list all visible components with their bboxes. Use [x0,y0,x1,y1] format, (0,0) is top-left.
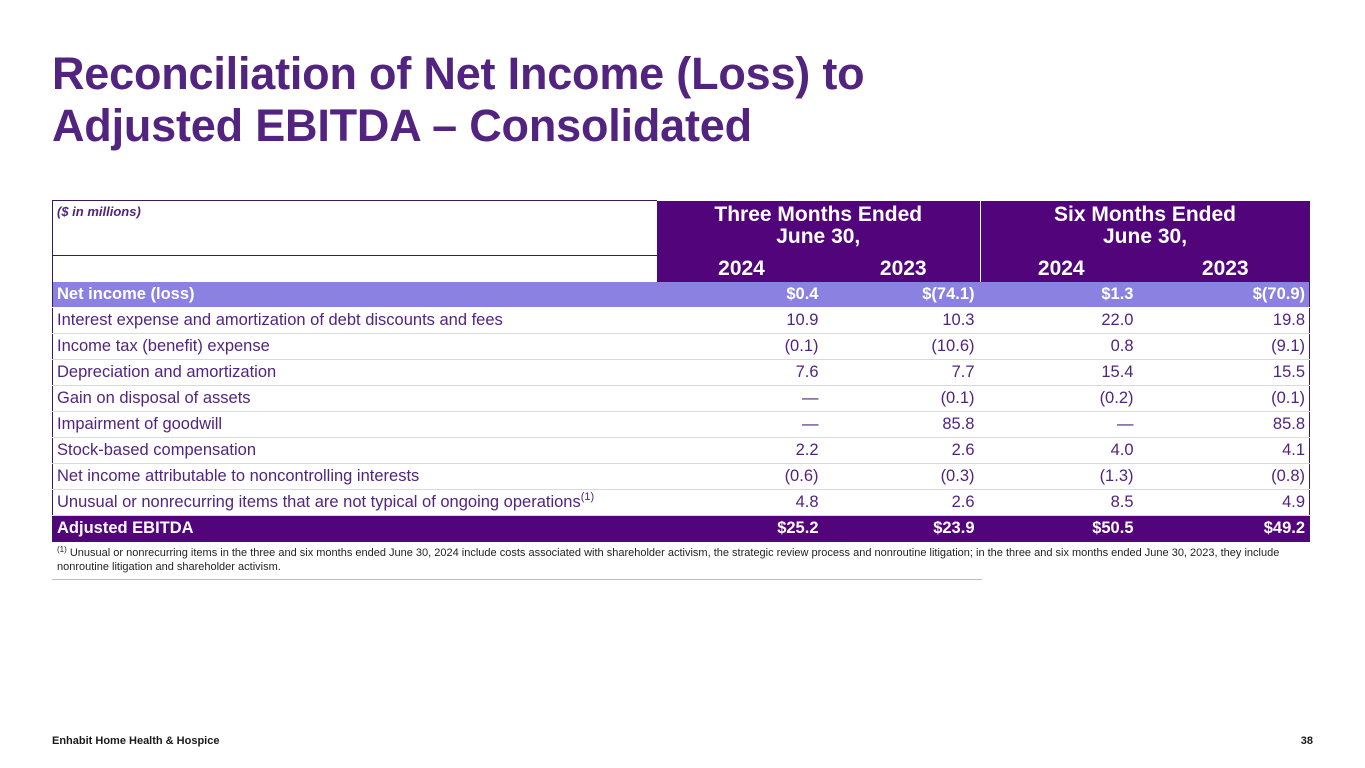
page-number: 38 [1300,735,1313,747]
footnote-text: Unusual or nonrecurring items in the thr… [57,547,1280,573]
row-value: (1.3) [980,463,1142,490]
row-value: 19.8 [1141,307,1311,334]
row-value: 4.9 [1141,489,1311,516]
row-value: (0.1) [1141,385,1311,412]
footnote-marker: (1) [57,545,67,554]
year-header: 2024 [656,255,827,282]
row-value: (9.1) [1141,333,1311,360]
row-value: — [656,385,827,412]
row-value: (0.1) [656,333,827,360]
row-label: Income tax (benefit) expense [52,333,657,360]
row-value: (0.3) [826,463,981,490]
header-three-months-line-1: Three Months Ended [714,202,923,226]
table-row: Income tax (benefit) expense (0.1) (10.6… [52,333,1311,360]
row-value: $50.5 [980,515,1142,542]
row-value: (0.2) [980,385,1142,412]
header-six-months-line-2: June 30, [1102,224,1188,248]
footnote: (1) Unusual or nonrecurring items in the… [57,546,1302,574]
row-value: 2.6 [826,437,981,464]
row-label: Gain on disposal of assets [52,385,657,412]
footnote-divider [52,579,982,580]
row-value: 15.5 [1141,359,1311,386]
row-value: 85.8 [826,411,981,438]
units-label: ($ in millions) [52,200,657,256]
footer-company: Enhabit Home Health & Hospice [52,735,220,747]
row-value: $23.9 [826,515,981,542]
row-value: (0.6) [656,463,827,490]
row-value: 10.3 [826,307,981,334]
page-title-line-1: Reconciliation of Net Income (Loss) to [52,48,865,99]
footnote-ref: (1) [580,490,595,503]
row-value: $1.3 [980,281,1142,308]
row-value: 2.6 [826,489,981,516]
reconciliation-table: ($ in millions) Three Months Ended June … [52,200,1311,542]
row-value: $(70.9) [1141,281,1311,308]
row-value: 8.5 [980,489,1142,516]
header-six-months: Six Months Ended June 30, [980,200,1311,256]
row-label: Depreciation and amortization [52,359,657,386]
page-title-line-2: Adjusted EBITDA – Consolidated [52,100,752,151]
table-row: Stock-based compensation 2.2 2.6 4.0 4.1 [52,437,1311,464]
row-value: $(74.1) [826,281,981,308]
year-header: 2023 [826,255,981,282]
table-row: Net income attributable to noncontrollin… [52,463,1311,490]
row-label: Stock-based compensation [52,437,657,464]
row-value: 7.6 [656,359,827,386]
header-spacer [52,255,657,282]
row-value: — [656,411,827,438]
row-value: — [980,411,1142,438]
year-header: 2023 [1141,255,1311,282]
table-row: Gain on disposal of assets — (0.1) (0.2)… [52,385,1311,412]
page-title: Reconciliation of Net Income (Loss) to A… [52,48,865,152]
header-three-months-line-2: June 30, [776,224,861,248]
row-value: 85.8 [1141,411,1311,438]
header-three-months: Three Months Ended June 30, [656,200,981,256]
row-value: 0.8 [980,333,1142,360]
row-label: Unusual or nonrecurring items that are n… [52,489,657,516]
table-row-adjusted-ebitda: Adjusted EBITDA $25.2 $23.9 $50.5 $49.2 [52,515,1311,542]
row-value: 2.2 [656,437,827,464]
table-row-net-income: Net income (loss) $0.4 $(74.1) $1.3 $(70… [52,281,1311,308]
row-label: Impairment of goodwill [52,411,657,438]
row-label: Net income (loss) [52,281,657,308]
table-row: Depreciation and amortization 7.6 7.7 15… [52,359,1311,386]
row-value: $25.2 [656,515,827,542]
row-value: 10.9 [656,307,827,334]
row-value: 7.7 [826,359,981,386]
row-value: (10.6) [826,333,981,360]
row-label: Net income attributable to noncontrollin… [52,463,657,490]
row-value: 4.8 [656,489,827,516]
row-value: (0.1) [826,385,981,412]
table-row: Unusual or nonrecurring items that are n… [52,489,1311,516]
row-value: (0.8) [1141,463,1311,490]
table-row: Interest expense and amortization of deb… [52,307,1311,334]
table-row: Impairment of goodwill — 85.8 — 85.8 [52,411,1311,438]
row-value: 15.4 [980,359,1142,386]
header-six-months-line-1: Six Months Ended [1054,202,1237,226]
year-header: 2024 [980,255,1142,282]
row-value: 4.1 [1141,437,1311,464]
row-value: $49.2 [1141,515,1311,542]
row-label-text: Unusual or nonrecurring items that are n… [57,492,581,511]
row-value: $0.4 [656,281,827,308]
row-label: Adjusted EBITDA [52,515,657,542]
row-value: 4.0 [980,437,1142,464]
row-value: 22.0 [980,307,1142,334]
row-label: Interest expense and amortization of deb… [52,307,657,334]
